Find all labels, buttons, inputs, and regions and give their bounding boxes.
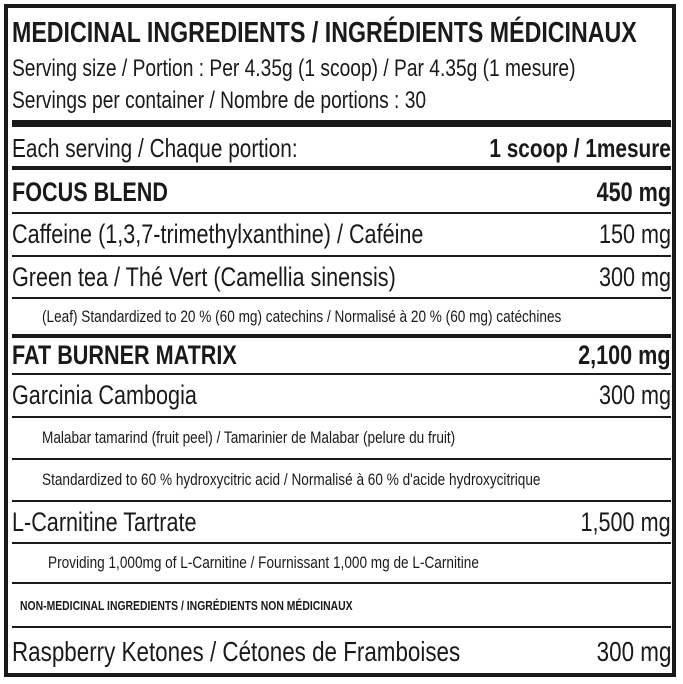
label-title-row: MEDICINAL INGREDIENTS / INGRÉDIENTS MÉDI…	[12, 14, 671, 52]
divider	[12, 582, 671, 584]
non-medicinal-row: NON-MEDICINAL INGREDIENTS / INGRÉDIENTS …	[12, 584, 671, 626]
ingredient-amount: 1,500 mg	[580, 506, 671, 537]
divider	[12, 500, 671, 502]
caffeine-row: Caffeine (1,3,7-trimethylxanthine) / Caf…	[12, 214, 671, 255]
ingredient-name: Caffeine (1,3,7-trimethylxanthine) / Caf…	[12, 219, 424, 249]
green-tea-row: Green tea / Thé Vert (Camellia sinensis)…	[12, 257, 671, 297]
divider	[12, 166, 671, 170]
each-serving-label: Each serving / Chaque portion:	[12, 132, 298, 163]
green-tea-note-row: (Leaf) Standardized to 20 % (60 mg) cate…	[12, 299, 671, 335]
divider	[12, 542, 671, 544]
ingredient-amount: 150 mg	[598, 219, 671, 249]
divider	[12, 212, 671, 214]
divider	[12, 297, 671, 299]
ingredient-name: FOCUS BLEND	[12, 176, 168, 207]
each-serving-row: Each serving / Chaque portion: 1 scoop / …	[12, 130, 671, 166]
garcinia-row: Garcinia Cambogia 300 mg	[12, 375, 671, 416]
divider	[12, 458, 671, 460]
ingredient-note: Providing 1,000mg of L-Carnitine / Fourn…	[48, 553, 479, 572]
carnitine-note-row: Providing 1,000mg of L-Carnitine / Fourn…	[12, 544, 671, 582]
divider	[12, 626, 671, 628]
ingredient-amount: 2,100 mg	[578, 339, 671, 370]
serving-size-row: Serving size / Portion : Per 4.35g (1 sc…	[12, 54, 671, 84]
ingredient-amount: 300 mg	[596, 636, 671, 667]
fat-burner-row: FAT BURNER MATRIX 2,100 mg	[12, 337, 671, 373]
divider	[12, 120, 671, 127]
ingredient-name: FAT BURNER MATRIX	[12, 339, 237, 370]
carnitine-row: L-Carnitine Tartrate 1,500 mg	[12, 502, 671, 542]
ingredient-amount: 300 mg	[598, 380, 671, 410]
each-serving-value: 1 scoop / 1mesure	[489, 132, 671, 163]
divider	[12, 255, 671, 257]
ingredient-name: Raspberry Ketones / Cétones de Framboise…	[12, 636, 461, 667]
ingredient-note: Standardized to 60 % hydroxycitric acid …	[42, 470, 541, 489]
divider	[12, 334, 671, 338]
ingredient-name: Green tea / Thé Vert (Camellia sinensis)	[12, 261, 396, 292]
servings-per-container: Servings per container / Nombre de porti…	[12, 87, 427, 114]
ingredient-note: Malabar tamarind (fruit peel) / Tamarini…	[42, 428, 456, 447]
non-medicinal-heading: NON-MEDICINAL INGREDIENTS / INGRÉDIENTS …	[20, 597, 353, 613]
label-title: MEDICINAL INGREDIENTS / INGRÉDIENTS MÉDI…	[12, 16, 637, 49]
ingredient-name: Garcinia Cambogia	[12, 380, 197, 410]
supplement-facts-label	[4, 4, 676, 677]
ingredient-amount: 300 mg	[598, 261, 671, 292]
divider	[12, 373, 671, 375]
ingredient-name: L-Carnitine Tartrate	[12, 506, 197, 537]
garcinia-note-row: Standardized to 60 % hydroxycitric acid …	[12, 460, 671, 500]
focus-blend-row: FOCUS BLEND 450 mg	[12, 172, 671, 212]
divider	[12, 416, 671, 418]
servings-per-container-row: Servings per container / Nombre de porti…	[12, 86, 671, 116]
garcinia-note-row: Malabar tamarind (fruit peel) / Tamarini…	[12, 418, 671, 458]
serving-size: Serving size / Portion : Per 4.35g (1 sc…	[12, 55, 576, 82]
raspberry-row: Raspberry Ketones / Cétones de Framboise…	[12, 630, 671, 674]
ingredient-amount: 450 mg	[596, 176, 671, 207]
ingredient-note: (Leaf) Standardized to 20 % (60 mg) cate…	[42, 307, 562, 326]
